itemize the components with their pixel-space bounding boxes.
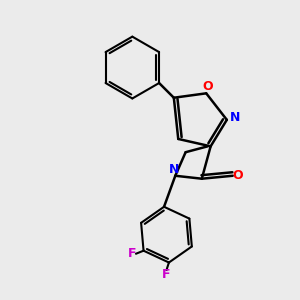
Text: O: O <box>202 80 213 93</box>
Text: F: F <box>128 247 136 260</box>
Text: O: O <box>233 169 243 182</box>
Text: N: N <box>169 163 180 176</box>
Text: F: F <box>162 268 171 281</box>
Text: N: N <box>230 111 240 124</box>
